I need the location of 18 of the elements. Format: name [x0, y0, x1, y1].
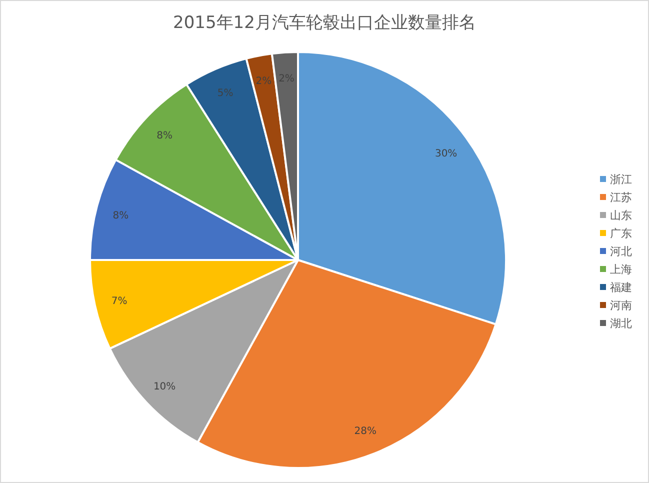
data-label: 7% — [111, 296, 128, 307]
legend-label: 山东 — [610, 209, 632, 222]
data-label: 8% — [156, 130, 173, 142]
data-label: 2% — [256, 76, 272, 88]
legend-label: 河南 — [610, 299, 632, 312]
chart-title: 2015年12月汽车轮毂出口企业数量排名 — [173, 13, 476, 33]
legend-label: 浙江 — [610, 173, 632, 186]
data-label: 28% — [354, 426, 376, 438]
legend-label: 湖北 — [610, 317, 632, 330]
legend-label: 河北 — [610, 245, 632, 258]
data-label: 10% — [153, 381, 176, 392]
legend-label: 广东 — [610, 227, 632, 240]
legend-label: 上海 — [610, 263, 632, 276]
data-label: 30% — [434, 148, 458, 160]
legend-label: 江苏 — [610, 191, 632, 204]
data-label: 5% — [217, 88, 234, 100]
legend-label: 福建 — [610, 281, 632, 294]
data-label: 8% — [112, 210, 129, 222]
